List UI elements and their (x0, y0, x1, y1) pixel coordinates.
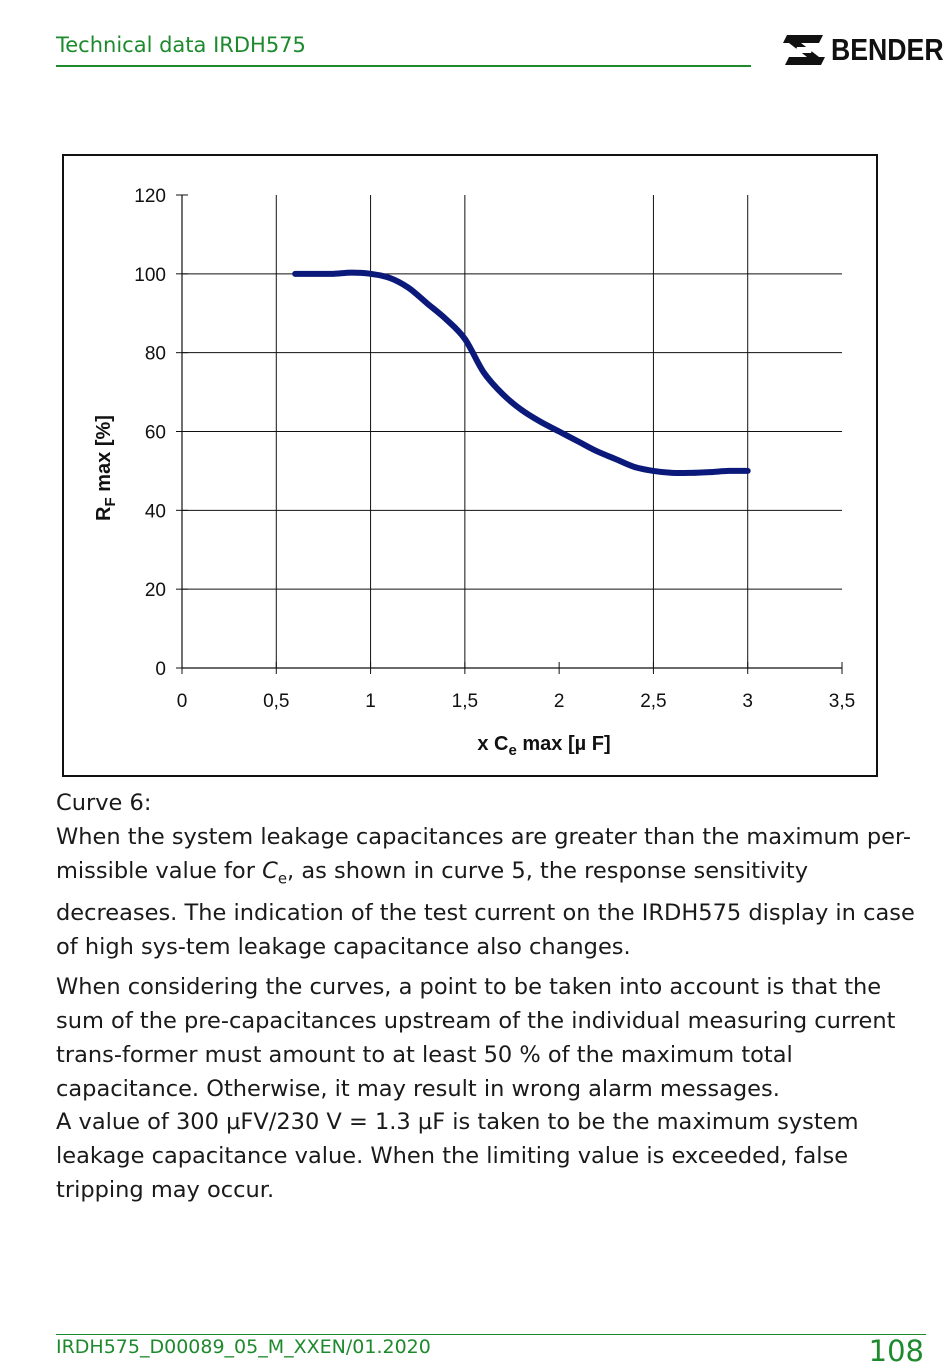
chart-frame: 0 20 40 60 80 100 120 0 0,5 1 1,5 2 2,5 3 3,5 x Ce max… (62, 154, 878, 777)
x-tick-label: 2 (554, 691, 565, 712)
paragraph-3: A value of 300 µFV/230 V = 1.3 µF is tak… (56, 1109, 859, 1203)
p1-subscript: e (277, 869, 288, 888)
series-line-rf-max (292, 269, 751, 477)
paragraph-1: When the system leakage capacitances are… (56, 820, 926, 964)
y-axis-label-prefix: R (93, 506, 115, 521)
page-number: 108 (868, 1334, 924, 1368)
chart: 0 20 40 60 80 100 120 0 0,5 1 1,5 2 2,5 3 3,5 x Ce max… (93, 186, 855, 759)
header-rule (56, 65, 751, 67)
p1-symbol: C (262, 858, 278, 884)
bender-logo: BENDER (783, 32, 950, 68)
curve-label: Curve 6: (56, 790, 152, 816)
grid-layer (181, 195, 842, 669)
paragraph-2: When considering the curves, a point to … (56, 974, 896, 1102)
x-tick-label: 2,5 (640, 691, 666, 712)
x-axis-label-suffix: max [µ F] (517, 733, 611, 755)
footer-doc-id: IRDH575_D00089_05_M_XXEN/01.2020 (56, 1336, 431, 1358)
x-tick-label: 3,5 (829, 691, 855, 712)
x-axis-label: x Ce max [µ F] (477, 733, 610, 759)
bender-logo-icon (783, 35, 825, 65)
x-axis-label-sub: e (509, 742, 517, 759)
y-tick-label: 80 (145, 344, 166, 365)
tick-layer: 0 20 40 60 80 100 120 0 0,5 1 1,5 2 2,5 3 3,5 (134, 186, 855, 712)
x-tick-label: 0 (177, 691, 188, 712)
bender-logo-text: BENDER (831, 32, 944, 67)
p1-after: , as shown in curve 5, the response sens… (56, 858, 915, 960)
p1-before: When the system leakage capacitances are… (56, 824, 911, 884)
y-tick-label: 100 (134, 265, 166, 286)
footer-rule (56, 1334, 926, 1335)
header-title: Technical data IRDH575 (56, 33, 306, 57)
x-axis-label-prefix: x C (477, 733, 508, 755)
y-axis-label-suffix: max [%] (93, 415, 115, 497)
x-tick-label: 1 (365, 691, 376, 712)
y-axis-label-sub: F (102, 497, 119, 506)
x-tick-label: 0,5 (263, 691, 289, 712)
y-tick-label: 20 (145, 580, 166, 601)
y-tick-label: 120 (134, 186, 166, 207)
y-tick-label: 40 (145, 501, 166, 522)
y-axis-label: RF max [%] (93, 415, 119, 521)
y-tick-label: 0 (155, 659, 166, 680)
y-tick-label: 60 (145, 423, 166, 444)
x-tick-label: 3 (742, 691, 753, 712)
x-tick-label: 1,5 (452, 691, 478, 712)
